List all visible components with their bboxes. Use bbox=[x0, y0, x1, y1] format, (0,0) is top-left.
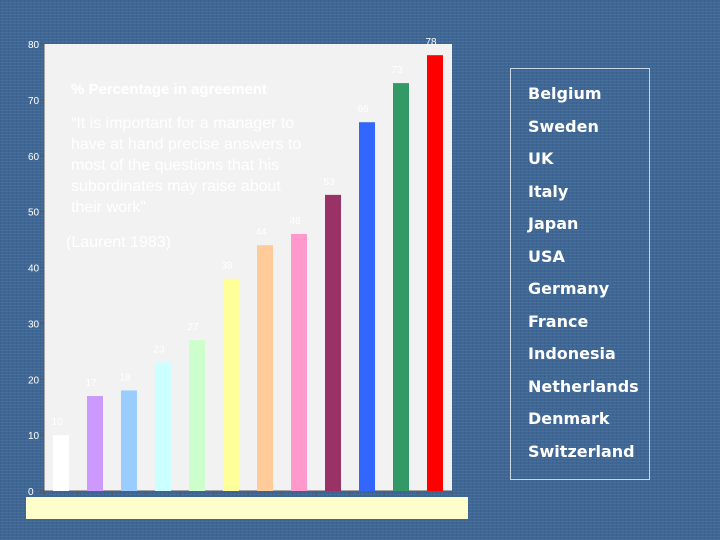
quote-line: “It is important for a manager to bbox=[71, 115, 294, 132]
legend-item-italy: Italy bbox=[528, 181, 569, 201]
quote-line: their work” bbox=[71, 199, 146, 216]
bar-italy bbox=[325, 194, 341, 492]
value-label: 53 bbox=[323, 177, 335, 188]
y-tick-label: 50 bbox=[28, 208, 40, 219]
chart-quote: “It is important for a manager to have a… bbox=[71, 115, 306, 216]
y-tick-label: 10 bbox=[28, 431, 40, 442]
footer-strip bbox=[26, 497, 468, 519]
legend-item-switzerland: Switzerland bbox=[528, 441, 635, 461]
legend-item-usa: USA bbox=[528, 246, 565, 266]
bar-indonesia bbox=[155, 362, 171, 491]
legend-item-belgium: Belgium bbox=[528, 84, 602, 103]
y-tick-label: 40 bbox=[28, 264, 40, 275]
y-tick-label: 70 bbox=[28, 96, 40, 107]
value-label: 38 bbox=[221, 261, 233, 272]
legend-item-uk: UK bbox=[528, 149, 554, 168]
bar-japan bbox=[291, 233, 307, 491]
chart-title: % Percentage in agreement bbox=[71, 81, 267, 98]
y-tick-label: 80 bbox=[28, 40, 40, 51]
y-tick-label: 0 bbox=[28, 487, 34, 498]
legend-item-germany: Germany bbox=[528, 279, 610, 298]
bar-usa bbox=[257, 245, 273, 491]
bar-france bbox=[189, 340, 205, 491]
quote-line: most of the questions that his bbox=[71, 157, 279, 174]
bar-netherlands bbox=[121, 390, 137, 491]
value-label: 10 bbox=[51, 417, 63, 428]
bar-series bbox=[43, 55, 453, 495]
value-label: 27 bbox=[187, 322, 199, 333]
legend-item-denmark: Denmark bbox=[528, 409, 610, 428]
value-labels: 10 17 18 23 27 38 44 46 53 66 73 78 bbox=[51, 37, 437, 428]
bar-belgium bbox=[427, 55, 443, 492]
bar-germany bbox=[223, 278, 239, 491]
bar-uk bbox=[359, 122, 375, 491]
bar-sweden bbox=[393, 83, 409, 492]
value-label: 17 bbox=[85, 378, 97, 389]
value-label: 44 bbox=[255, 227, 267, 238]
value-label: 73 bbox=[391, 65, 403, 76]
value-label: 23 bbox=[153, 344, 165, 355]
y-axis-ticks: 0 10 20 30 40 50 60 70 80 bbox=[28, 40, 44, 498]
bar-switzerland bbox=[53, 435, 69, 491]
y-tick-label: 60 bbox=[28, 152, 40, 163]
legend: Belgium Sweden UK Italy Japan USA Germany Franc… bbox=[510, 68, 650, 480]
legend-item-netherlands: Netherlands bbox=[528, 376, 639, 396]
value-label: 78 bbox=[425, 37, 437, 48]
quote-line: subordinates may raise about bbox=[71, 178, 281, 195]
legend-item-sweden: Sweden bbox=[528, 116, 599, 136]
legend-item-indonesia: Indonesia bbox=[528, 344, 616, 363]
value-label: 46 bbox=[289, 216, 301, 227]
value-label: 66 bbox=[357, 104, 369, 115]
chart-source: (Laurent 1983) bbox=[66, 234, 171, 251]
plot-area bbox=[44, 44, 452, 491]
value-label: 18 bbox=[119, 372, 131, 383]
bar-denmark bbox=[87, 396, 103, 491]
legend-item-france: France bbox=[528, 311, 589, 331]
legend-item-japan: Japan bbox=[528, 214, 579, 233]
quote-line: have at hand precise answers to bbox=[71, 136, 301, 153]
y-tick-label: 20 bbox=[28, 375, 40, 386]
y-tick-label: 30 bbox=[28, 319, 40, 330]
